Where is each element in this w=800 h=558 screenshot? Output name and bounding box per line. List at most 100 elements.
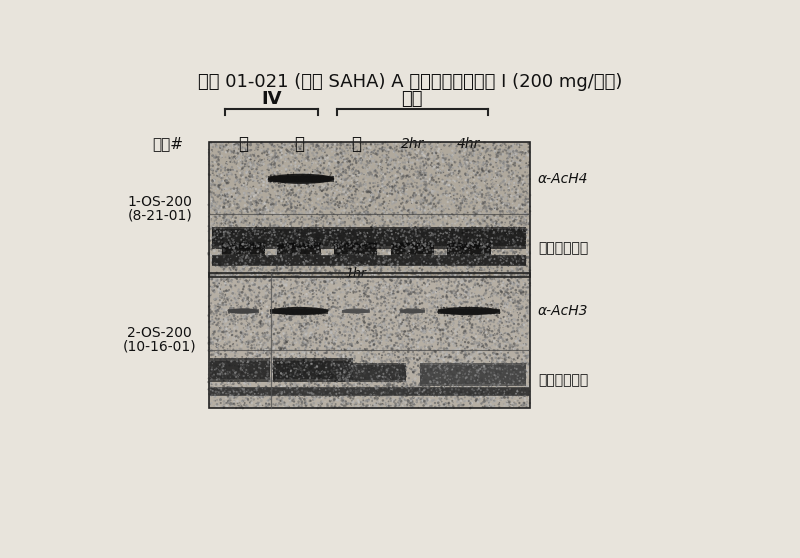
Point bbox=[239, 245, 252, 254]
Point bbox=[417, 163, 430, 172]
Point bbox=[274, 306, 286, 315]
Point bbox=[404, 385, 417, 394]
Point bbox=[498, 303, 510, 312]
Point bbox=[487, 198, 500, 206]
Point bbox=[229, 231, 242, 240]
Point bbox=[298, 138, 310, 147]
Point bbox=[403, 266, 416, 275]
Point bbox=[360, 145, 373, 153]
Point bbox=[216, 146, 229, 155]
Point bbox=[380, 184, 393, 193]
Point bbox=[438, 394, 450, 403]
Point bbox=[347, 272, 360, 281]
Point bbox=[314, 176, 326, 185]
Point bbox=[450, 360, 462, 369]
Point bbox=[386, 362, 398, 371]
Point bbox=[370, 219, 383, 228]
Point bbox=[286, 174, 298, 182]
Point bbox=[432, 232, 445, 241]
Point bbox=[517, 339, 530, 348]
Point bbox=[280, 320, 293, 329]
Point bbox=[206, 169, 219, 177]
Point bbox=[355, 234, 368, 243]
Point bbox=[323, 378, 336, 387]
Point bbox=[350, 398, 362, 407]
Point bbox=[256, 166, 269, 175]
Point bbox=[279, 390, 292, 399]
Point bbox=[226, 276, 238, 285]
Point bbox=[301, 171, 314, 180]
Point bbox=[522, 258, 535, 267]
Point bbox=[425, 235, 438, 244]
Point bbox=[328, 223, 341, 232]
Point bbox=[381, 209, 394, 218]
Point bbox=[452, 169, 465, 178]
Point bbox=[266, 235, 278, 244]
Point bbox=[232, 277, 245, 286]
Point bbox=[446, 163, 459, 172]
Point bbox=[427, 215, 440, 224]
Point bbox=[251, 272, 264, 281]
Point bbox=[435, 314, 448, 323]
Point bbox=[205, 138, 218, 147]
Point bbox=[242, 297, 255, 306]
Point bbox=[280, 287, 293, 296]
Point bbox=[266, 318, 279, 326]
Point bbox=[382, 145, 395, 154]
Point bbox=[345, 179, 358, 187]
Point bbox=[262, 229, 275, 238]
Point bbox=[229, 362, 242, 371]
Point bbox=[220, 398, 233, 407]
Point bbox=[454, 191, 467, 200]
Point bbox=[471, 145, 484, 154]
Point bbox=[282, 365, 294, 374]
Point bbox=[518, 394, 531, 403]
Point bbox=[486, 261, 498, 270]
Point bbox=[242, 395, 254, 403]
Point bbox=[498, 383, 511, 392]
Point bbox=[475, 304, 488, 312]
Point bbox=[296, 327, 309, 336]
Point bbox=[227, 257, 240, 266]
Point bbox=[338, 344, 350, 353]
Point bbox=[374, 267, 387, 276]
Point bbox=[469, 309, 482, 318]
Point bbox=[211, 294, 224, 303]
Point bbox=[496, 259, 509, 268]
Point bbox=[395, 150, 408, 159]
Point bbox=[350, 324, 363, 333]
Point bbox=[207, 220, 220, 229]
Point bbox=[274, 153, 287, 162]
Point bbox=[391, 281, 404, 290]
Point bbox=[411, 355, 424, 364]
Point bbox=[275, 369, 288, 378]
Point bbox=[384, 318, 397, 326]
Point bbox=[362, 307, 374, 316]
Point bbox=[309, 320, 322, 329]
Point bbox=[243, 205, 256, 214]
Point bbox=[251, 173, 264, 182]
Point bbox=[404, 401, 417, 410]
Point bbox=[452, 320, 465, 329]
Point bbox=[388, 232, 401, 241]
Point bbox=[323, 231, 336, 240]
Point bbox=[519, 267, 532, 276]
Point bbox=[322, 237, 334, 246]
Point bbox=[420, 261, 433, 270]
Point bbox=[402, 234, 415, 243]
Point bbox=[476, 199, 489, 208]
Point bbox=[238, 160, 251, 169]
Point bbox=[502, 401, 515, 410]
Point bbox=[506, 314, 519, 323]
Point bbox=[361, 265, 374, 274]
Point bbox=[273, 255, 286, 264]
Point bbox=[261, 387, 274, 396]
Point bbox=[486, 283, 498, 292]
Point bbox=[374, 338, 387, 347]
Point bbox=[442, 233, 455, 242]
Point bbox=[219, 191, 232, 200]
Point bbox=[292, 348, 305, 357]
Point bbox=[518, 367, 530, 376]
Point bbox=[327, 360, 340, 369]
Point bbox=[518, 177, 531, 186]
